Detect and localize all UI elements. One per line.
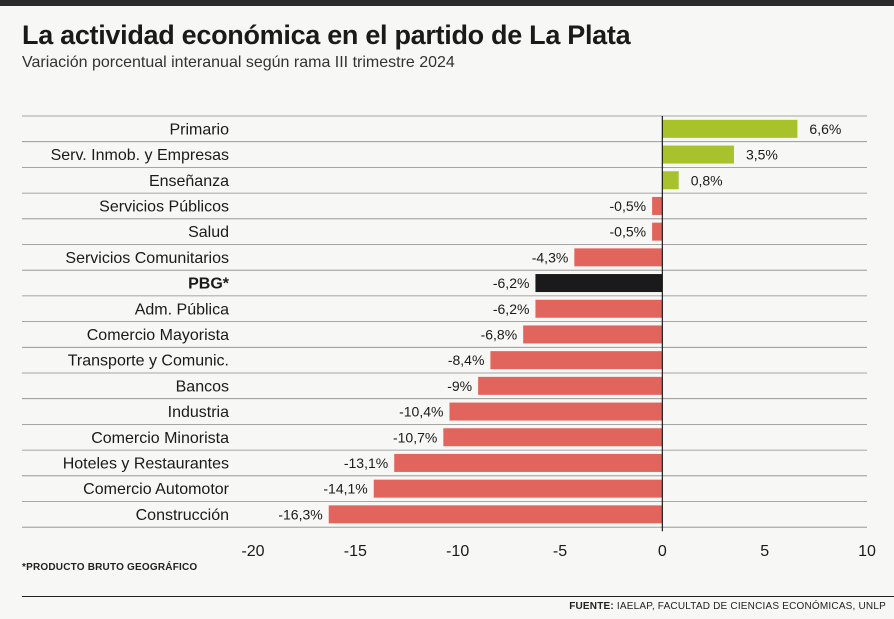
value-label: -0,5% <box>610 224 647 240</box>
category-label: Comercio Automotor <box>83 481 230 498</box>
value-label: -6,2% <box>493 301 530 317</box>
value-label: -13,1% <box>344 455 388 471</box>
category-label: Comercio Minorista <box>91 430 229 447</box>
category-label: Construcción <box>136 507 229 524</box>
bar <box>662 171 679 190</box>
category-labels: Primario Serv. Inmob. y Empresas Enseñanza… <box>51 121 230 523</box>
bar <box>652 196 663 215</box>
category-label: PBG* <box>188 276 230 293</box>
category-label: Serv. Inmob. y Empresas <box>51 147 229 164</box>
bar <box>652 222 663 241</box>
bar <box>373 479 663 498</box>
bar <box>449 402 663 421</box>
value-label: -16,3% <box>278 506 322 522</box>
chart-gridlines <box>22 115 867 528</box>
footnote: *PRODUCTO BRUTO GEOGRÁFICO <box>22 562 198 573</box>
source-note: FUENTE: IAELAP, FACULTAD DE CIENCIAS ECO… <box>569 601 886 612</box>
x-tick-label: -10 <box>446 543 469 560</box>
source-label: FUENTE: <box>569 601 614 612</box>
category-label: Enseñanza <box>149 173 229 190</box>
bar <box>394 453 663 472</box>
value-label: -14,1% <box>323 481 367 497</box>
x-tick-label: -15 <box>344 543 367 560</box>
chart-bars <box>328 119 798 524</box>
category-label: Primario <box>169 121 229 138</box>
source-text: IAELAP, FACULTAD DE CIENCIAS ECONÓMICAS,… <box>616 601 886 612</box>
x-tick-label: 0 <box>658 543 667 560</box>
category-label: Hoteles y Restaurantes <box>63 455 229 472</box>
bar <box>662 119 798 138</box>
value-label: -0,5% <box>610 198 647 214</box>
category-label: Servicios Públicos <box>99 198 229 215</box>
category-label: Bancos <box>176 378 229 395</box>
bar <box>478 376 663 395</box>
x-tick-label: 10 <box>858 543 876 560</box>
bar <box>490 351 663 370</box>
value-label: -9% <box>447 378 472 394</box>
bar <box>328 505 663 524</box>
chart-subtitle: Variación porcentual interanual según ra… <box>22 54 455 71</box>
bar <box>535 299 663 318</box>
value-label: -4,3% <box>532 249 569 265</box>
category-label: Salud <box>188 224 229 241</box>
value-label: -10,4% <box>399 404 443 420</box>
chart-title: La actividad económica en el partido de … <box>22 20 631 50</box>
value-label: 3,5% <box>746 147 778 163</box>
category-label: Servicios Comunitarios <box>65 250 229 267</box>
bar-chart: Primario Serv. Inmob. y Empresas Enseñanza… <box>22 115 876 560</box>
bar <box>662 145 734 164</box>
value-label: -6,2% <box>493 275 530 291</box>
x-tick-label: 5 <box>760 543 769 560</box>
bar <box>523 325 663 344</box>
x-axis: -20 -15 -10 -5 0 5 10 <box>241 116 876 560</box>
value-labels: 6,6%3,5%0,8%-0,5%-0,5%-4,3%-6,2%-6,2%-6,… <box>278 121 841 522</box>
bottom-rule <box>22 596 894 597</box>
value-label: -10,7% <box>393 429 437 445</box>
value-label: -8,4% <box>448 352 485 368</box>
bar <box>574 248 663 267</box>
bar <box>535 274 663 293</box>
x-tick-label: -20 <box>241 543 264 560</box>
top-rule <box>0 0 894 6</box>
category-label: Comercio Mayorista <box>87 327 229 344</box>
category-label: Adm. Pública <box>135 301 229 318</box>
bar <box>443 428 663 447</box>
value-label: 0,8% <box>691 172 723 188</box>
x-tick-label: -5 <box>553 543 567 560</box>
value-label: -6,8% <box>481 326 518 342</box>
category-label: Transporte y Comunic. <box>68 353 229 370</box>
value-label: 6,6% <box>809 121 841 137</box>
category-label: Industria <box>168 404 229 421</box>
